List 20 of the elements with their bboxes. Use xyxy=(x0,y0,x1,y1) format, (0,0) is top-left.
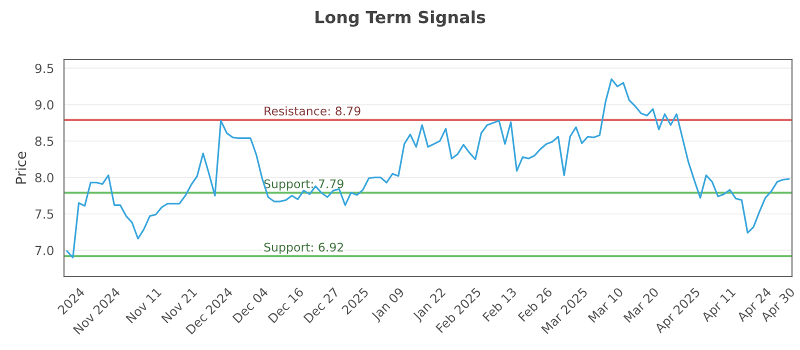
x-tick-label: Dec 27 xyxy=(303,287,340,324)
y-tick-label: 8.0 xyxy=(35,172,54,182)
x-tick-label: Jan 09 xyxy=(370,287,406,323)
chart-title: Long Term Signals xyxy=(316,10,486,27)
line-series xyxy=(66,78,790,258)
x-tick-label: Dec 04 xyxy=(232,286,269,324)
x-tick-label: Dec 16 xyxy=(268,286,304,324)
ref-line-label: Resistance: 8.79 xyxy=(264,106,360,116)
x-tick-label: Apr 11 xyxy=(700,287,738,324)
y-tick-label: 7.5 xyxy=(35,210,54,219)
y-tick-label: 9.5 xyxy=(35,64,54,74)
y-tick-label: 8.5 xyxy=(35,136,54,146)
y-tick-label: 9.0 xyxy=(35,100,54,110)
y-axis-title: Price xyxy=(15,152,26,184)
x-tick-label: Mar 10 xyxy=(588,286,624,323)
x-tick-label: Mar 20 xyxy=(623,286,660,323)
x-tick-label: Feb 13 xyxy=(482,286,517,322)
y-tick-label: 7.0 xyxy=(35,246,54,256)
ref-line-label: Support: 6.92 xyxy=(264,242,344,254)
x-tick-label: Nov 11 xyxy=(126,287,162,324)
